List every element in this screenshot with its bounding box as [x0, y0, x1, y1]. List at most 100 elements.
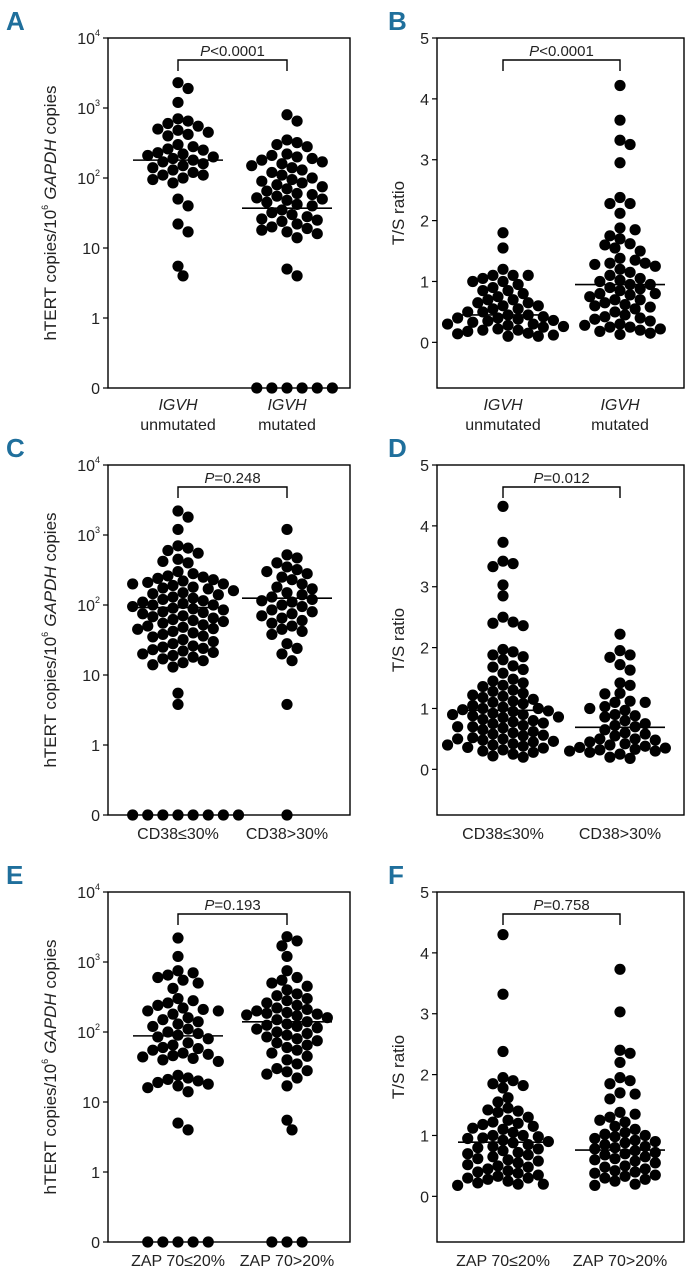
data-point [629, 1178, 641, 1190]
data-point [217, 604, 229, 616]
data-point [266, 1236, 278, 1248]
data-point [296, 600, 308, 613]
p-value-label: P<0.0001 [200, 43, 265, 60]
data-point [487, 675, 499, 687]
data-point [266, 207, 278, 219]
data-point [649, 1157, 661, 1169]
data-point [497, 929, 509, 941]
data-point [462, 325, 474, 337]
data-point [477, 745, 489, 757]
data-point [182, 226, 194, 238]
data-point [182, 200, 194, 212]
data-point [162, 1073, 174, 1086]
data-point [467, 1122, 479, 1134]
data-point [281, 148, 293, 160]
y-tick-label: 10 [82, 241, 100, 258]
data-point [291, 270, 303, 282]
series-right [575, 963, 665, 1191]
y-tick-base: 5 [420, 885, 429, 902]
y-axis-title: hTERT copies/106 GAPDH copies [40, 939, 60, 1194]
data-point [281, 382, 293, 394]
data-point [162, 997, 174, 1009]
data-point [157, 641, 169, 653]
x-category-gene: IGVH [158, 397, 198, 414]
data-point [276, 215, 288, 227]
data-point [639, 740, 651, 752]
data-point [452, 721, 464, 733]
data-point [281, 134, 293, 146]
p-value-symbol: P [204, 470, 214, 487]
data-point [487, 750, 499, 762]
y-tick-base: 10 [77, 598, 95, 615]
data-point [619, 1116, 631, 1128]
data-point [507, 616, 519, 628]
data-point [276, 599, 288, 611]
y-axis-title-text: T/S ratio [389, 1035, 408, 1099]
data-point [281, 523, 293, 536]
data-point [599, 1128, 611, 1140]
x-category-gene: IGVH [483, 397, 523, 414]
data-point [497, 590, 509, 602]
data-point [527, 318, 539, 330]
y-tick-exponent: 3 [95, 952, 100, 962]
data-point [167, 625, 179, 637]
data-point [487, 1078, 499, 1090]
data-point [291, 198, 303, 210]
data-point [477, 324, 489, 336]
data-point [507, 684, 519, 696]
data-point [197, 144, 209, 156]
data-point [301, 1050, 313, 1062]
data-point [187, 1236, 199, 1248]
y-tick-label: 1 [91, 1165, 100, 1182]
data-point [517, 687, 529, 699]
panel-letter: D [388, 433, 407, 463]
data-point [507, 269, 519, 281]
data-point [497, 555, 509, 567]
data-point [497, 1072, 509, 1084]
data-point [177, 148, 189, 160]
y-tick-base: 1 [420, 701, 429, 718]
x-category-label-text: mutated [591, 417, 649, 434]
data-point [624, 266, 636, 278]
series-right [242, 109, 338, 394]
data-point [251, 382, 263, 394]
data-point [197, 606, 209, 619]
data-point [127, 809, 139, 821]
data-point [271, 557, 283, 569]
data-point [507, 727, 519, 739]
panel-letter-text: D [388, 433, 407, 463]
y-tick-base: 1 [91, 1165, 100, 1182]
data-point [507, 673, 519, 685]
data-point [497, 712, 509, 724]
data-point [532, 1169, 544, 1181]
data-point [584, 736, 596, 748]
data-point [649, 288, 661, 300]
data-point [609, 1165, 621, 1177]
data-point [162, 143, 174, 155]
data-point [639, 1151, 651, 1163]
y-tick-label: 0 [420, 762, 429, 779]
panel-letter-text: E [6, 860, 23, 890]
data-point [599, 311, 611, 323]
data-point [177, 974, 189, 986]
data-point [296, 614, 308, 627]
data-point [462, 1132, 474, 1145]
data-point [281, 1029, 293, 1041]
data-point [522, 1149, 534, 1161]
data-point [604, 751, 616, 763]
data-point [276, 612, 288, 624]
data-point [167, 613, 179, 626]
data-point [291, 1044, 303, 1056]
data-point [187, 627, 199, 639]
data-point [517, 751, 529, 763]
data-point [624, 649, 636, 661]
y-tick-label: 0 [420, 335, 429, 352]
data-point [172, 523, 184, 536]
significance-bracket [502, 913, 621, 925]
data-point [306, 188, 318, 201]
data-point [286, 1124, 298, 1136]
data-point [522, 269, 534, 281]
data-point [167, 661, 179, 673]
data-point [147, 659, 159, 671]
y-tick-base: 4 [420, 519, 429, 536]
